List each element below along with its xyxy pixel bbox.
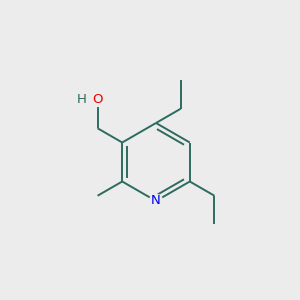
Text: O: O <box>92 93 103 106</box>
Text: H: H <box>77 93 87 106</box>
Text: N: N <box>151 194 161 208</box>
Circle shape <box>149 194 163 208</box>
Circle shape <box>91 93 104 106</box>
